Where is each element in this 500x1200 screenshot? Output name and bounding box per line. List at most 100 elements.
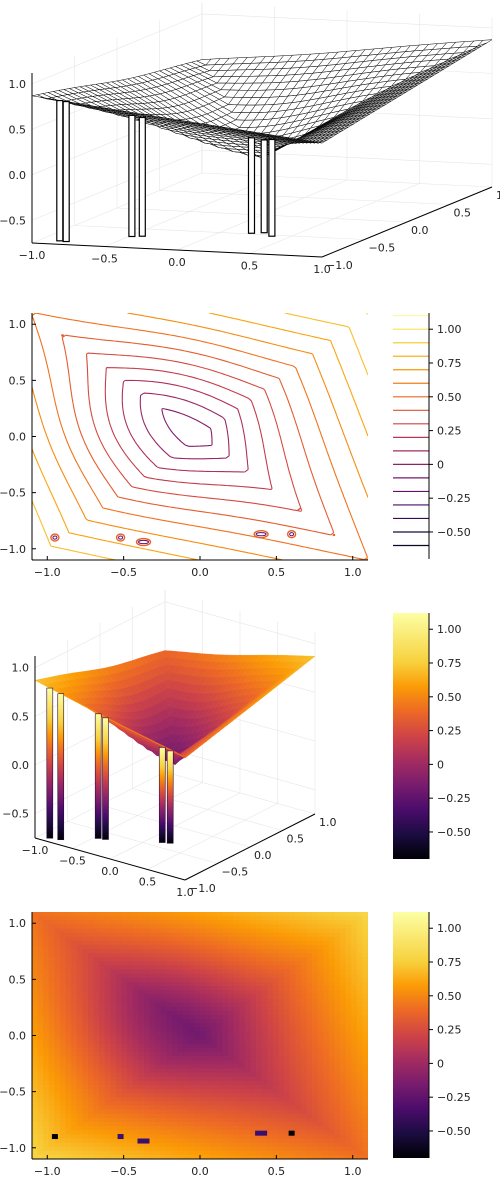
heatmap-cell: [211, 998, 218, 1004]
heatmap-cell: [205, 1121, 212, 1127]
heatmap-cell: [200, 1006, 207, 1012]
y-tick-label: 1.0: [319, 816, 337, 829]
heatmap-cell: [160, 957, 167, 962]
heatmap-cell: [278, 998, 285, 1004]
heatmap-cell: [104, 1101, 111, 1107]
heatmap-cell: [205, 1010, 212, 1016]
heatmap-cell: [200, 916, 207, 921]
heatmap-cell: [205, 1064, 212, 1070]
heatmap-cell: [48, 1134, 55, 1140]
heatmap-cell: [76, 1023, 83, 1028]
heatmap-cell: [132, 1117, 139, 1123]
heatmap-cell: [284, 916, 291, 921]
heatmap-cell: [256, 932, 263, 938]
heatmap-cell: [32, 1027, 39, 1032]
heatmap-cell: [32, 990, 39, 995]
heatmap-cell: [93, 1031, 100, 1037]
y-tick-label: 1.0: [9, 318, 27, 331]
heatmap-cell: [256, 1150, 263, 1156]
heatmap-cell: [160, 1023, 167, 1028]
heatmap-cell: [272, 1080, 279, 1086]
heatmap-cell: [110, 1117, 117, 1123]
heatmap-cell: [48, 920, 55, 925]
heatmap-cell: [65, 990, 72, 995]
heatmap-cell: [54, 1039, 61, 1045]
heatmap-cell: [295, 928, 302, 934]
heatmap-cell: [222, 1117, 229, 1123]
heatmap-cell: [250, 1089, 257, 1094]
heatmap-cell: [48, 1097, 55, 1102]
heatmap-cell: [160, 1014, 167, 1020]
heatmap-cell: [160, 1154, 167, 1159]
heatmap-cell: [222, 912, 229, 917]
heatmap-cell: [256, 1101, 263, 1107]
heatmap-cell: [149, 1080, 156, 1086]
heatmap-cell: [172, 928, 179, 934]
heatmap-cell: [177, 973, 184, 979]
heatmap-cell: [205, 924, 212, 930]
heatmap-cell: [289, 973, 296, 979]
heatmap-cell: [71, 1130, 78, 1135]
heatmap-cell: [228, 1006, 235, 1012]
heatmap-cell: [272, 1117, 279, 1123]
heatmap-cell: [166, 1101, 173, 1107]
heatmap-cell: [149, 1035, 156, 1041]
heatmap-cell: [183, 965, 190, 971]
heatmap-cell: [99, 928, 106, 934]
heatmap-cell: [65, 1047, 72, 1053]
heatmap-cell: [76, 1142, 83, 1148]
heatmap-cell: [211, 981, 218, 987]
heatmap-cell: [250, 969, 257, 975]
heatmap-cell: [138, 965, 145, 971]
heatmap-cell: [88, 1138, 95, 1144]
heatmap-cell: [222, 928, 229, 934]
heatmap-cell: [99, 953, 106, 958]
heatmap-cell: [43, 936, 50, 942]
y-tick-label: 0.5: [9, 374, 27, 387]
heatmap-cell: [211, 969, 218, 975]
heatmap-cell: [188, 1154, 195, 1159]
heatmap-cell: [88, 1093, 95, 1098]
heatmap-cell: [32, 944, 39, 950]
heatmap-cell: [76, 1089, 83, 1094]
heatmap-cell: [272, 1035, 279, 1041]
heatmap-cell: [37, 1056, 44, 1061]
heatmap-cell: [200, 1047, 207, 1053]
heatmap-cell: [155, 1109, 162, 1115]
heatmap-cell: [239, 1126, 246, 1131]
heatmap-cell: [82, 1039, 89, 1045]
heatmap-cell: [60, 1023, 67, 1028]
heatmap-cell: [278, 969, 285, 975]
heatmap-cell: [200, 1064, 207, 1070]
heatmap-cell: [216, 916, 223, 921]
heatmap-cell: [132, 994, 139, 1000]
heatmap-cell: [144, 1023, 151, 1028]
heatmap-cell: [239, 1027, 246, 1032]
heatmap-cell: [284, 944, 291, 950]
heatmap-cell: [177, 957, 184, 962]
heatmap-cell: [183, 1010, 190, 1016]
heatmap-cell: [244, 1043, 251, 1049]
heatmap-cell: [172, 977, 179, 983]
heatmap-cell: [99, 1031, 106, 1037]
heatmap-cell: [144, 1105, 151, 1111]
heatmap-cell: [88, 1043, 95, 1049]
heatmap-cell: [149, 1064, 156, 1070]
heatmap-cell: [216, 1089, 223, 1094]
heatmap-cell: [160, 953, 167, 958]
spike: [94, 713, 102, 839]
spike: [57, 693, 65, 841]
heatmap-cell: [116, 1126, 123, 1131]
heatmap-cell: [244, 920, 251, 925]
heatmap-cell: [76, 1047, 83, 1053]
y-tick-label: 1.0: [496, 189, 500, 202]
heatmap-cell: [289, 1084, 296, 1090]
heatmap-cell: [116, 1068, 123, 1074]
heatmap-cell: [132, 1154, 139, 1159]
heatmap-cell: [76, 916, 83, 921]
heatmap-cell: [267, 936, 274, 942]
heatmap-cell: [172, 916, 179, 921]
surface-cell: [179, 754, 190, 759]
heatmap-cell: [116, 1031, 123, 1037]
heatmap-cell: [233, 994, 240, 1000]
